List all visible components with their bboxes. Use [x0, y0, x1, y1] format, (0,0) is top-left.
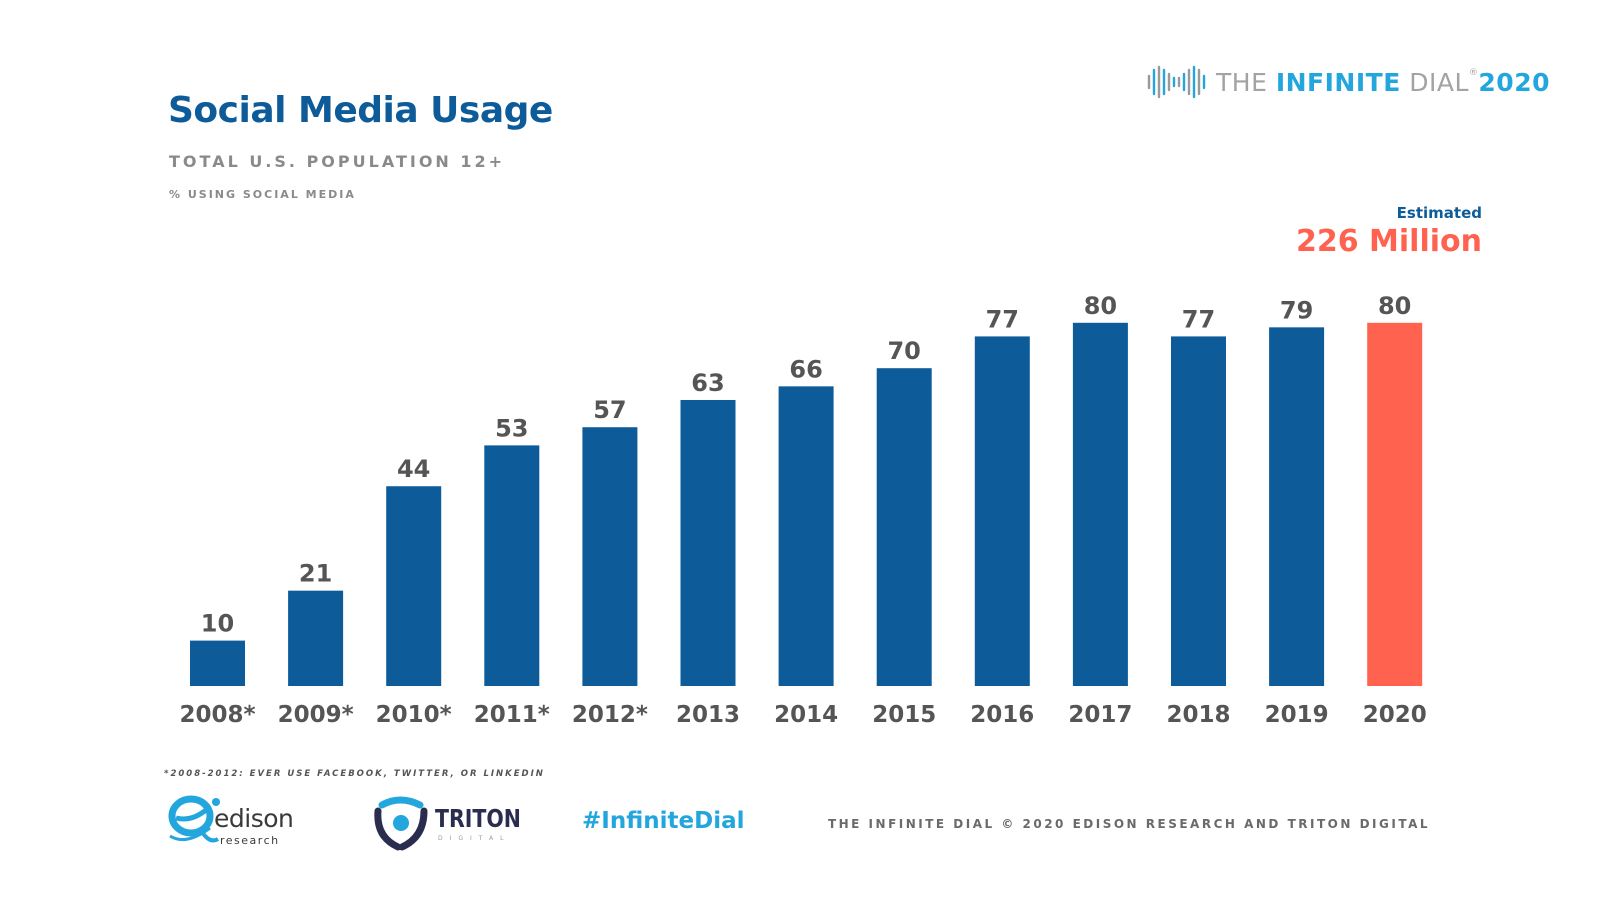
- edison-subtext: research: [220, 834, 280, 847]
- category-label: 2010*: [376, 702, 452, 728]
- bar-2010: [386, 486, 442, 686]
- brand-dial: DIAL: [1409, 67, 1469, 97]
- hashtag: #InfiniteDial: [582, 808, 745, 834]
- bar-value-label: 80: [1084, 292, 1117, 320]
- edison-swirl-icon: [168, 795, 220, 843]
- bar-value-label: 57: [593, 396, 626, 424]
- bar-2014: [778, 386, 834, 686]
- category-label: 2017: [1068, 702, 1132, 728]
- category-label: 2019: [1265, 702, 1329, 728]
- brand-infinite: INFINITE: [1275, 67, 1401, 97]
- category-label: 2014: [774, 702, 838, 728]
- edison-research-logo: edison research: [166, 792, 306, 852]
- brand-trademark: ®: [1468, 67, 1479, 78]
- bar-2008: [190, 640, 245, 686]
- bar-2015: [876, 368, 932, 686]
- triton-mark-icon: [374, 796, 428, 851]
- category-label: 2009*: [278, 702, 354, 728]
- infinite-loop-icon: [1147, 65, 1206, 99]
- category-label: 2018: [1166, 702, 1230, 728]
- metric-label: % USING SOCIAL MEDIA: [169, 188, 356, 201]
- bar-value-label: 44: [397, 455, 430, 483]
- chart-title: Social Media Usage: [168, 90, 553, 131]
- edison-wordmark: edison: [214, 804, 294, 833]
- infinite-dial-logo: THE INFINITE DIAL®2020: [1146, 62, 1550, 102]
- triton-wordmark: TRITON: [435, 804, 521, 833]
- bar-2020: [1367, 322, 1423, 686]
- category-label: 2015: [872, 702, 936, 728]
- category-label: 2016: [970, 702, 1034, 728]
- bar-value-label: 77: [986, 305, 1019, 333]
- bar-value-label: 21: [299, 560, 332, 588]
- copyright-text: THE INFINITE DIAL © 2020 EDISON RESEARCH…: [827, 817, 1430, 831]
- estimate-value: 226 Million: [1295, 224, 1482, 259]
- bar-value-label: 80: [1378, 292, 1411, 320]
- chart-subtitle: TOTAL U.S. POPULATION 12+: [169, 152, 506, 171]
- bar-2019: [1269, 327, 1325, 686]
- bar-value-label: 66: [789, 355, 822, 383]
- bar-2009: [288, 590, 344, 686]
- bar-value-label: 70: [887, 337, 920, 365]
- bar-2016: [974, 336, 1030, 686]
- bar-2018: [1171, 336, 1226, 686]
- category-label: 2008*: [179, 702, 255, 728]
- bar-value-label: 10: [201, 610, 234, 638]
- category-label: 2012*: [572, 702, 648, 728]
- brand-wordmark: THE INFINITE DIAL®2020: [1216, 68, 1550, 97]
- bar-2017: [1072, 322, 1128, 686]
- estimate-label: Estimated: [1396, 204, 1482, 222]
- footnote: *2008-2012: EVER USE FACEBOOK, TWITTER, …: [164, 769, 545, 779]
- bar-2013: [680, 399, 736, 686]
- bar-value-label: 79: [1280, 296, 1313, 324]
- category-label: 2011*: [474, 702, 550, 728]
- bar-value-label: 53: [495, 414, 528, 442]
- category-label: 2013: [676, 702, 740, 728]
- triton-digital-logo: TRITON DIGITAL: [372, 793, 532, 853]
- category-label: 2020: [1363, 702, 1427, 728]
- brand-year: 2020: [1478, 67, 1550, 97]
- bar-value-label: 77: [1182, 305, 1215, 333]
- brand-the: THE: [1216, 67, 1268, 97]
- bar-2011: [484, 445, 540, 686]
- bar-2012: [582, 427, 638, 686]
- bar-value-label: 63: [691, 369, 724, 397]
- triton-subtext: DIGITAL: [438, 835, 511, 842]
